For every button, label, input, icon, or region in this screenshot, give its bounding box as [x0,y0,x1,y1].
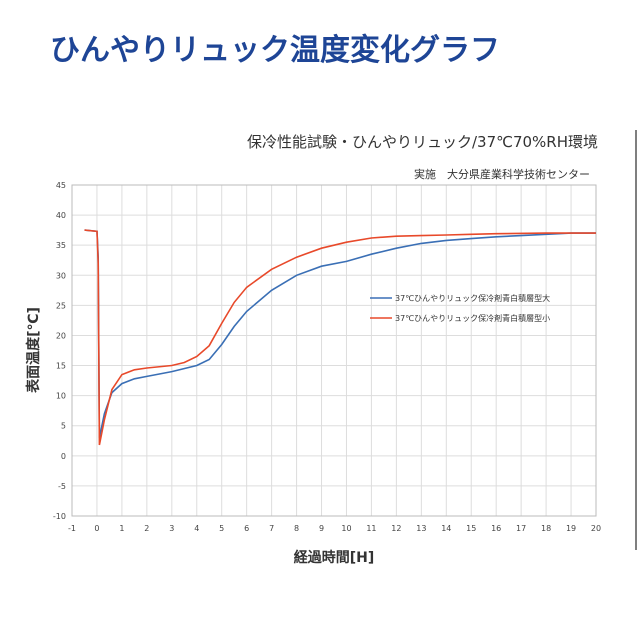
y-tick-label: 10 [56,392,66,401]
y-axis-label: 表面温度[℃] [25,307,42,394]
y-tick-label: 15 [56,362,66,371]
legend-label: 37℃ひんやりリュック保冷剤青白積層型大 [395,293,550,303]
y-tick-label: -5 [58,482,66,491]
x-tick-label: 0 [94,524,99,533]
x-tick-label: 16 [491,524,501,533]
y-tick-label: 25 [56,301,66,310]
x-tick-label: 11 [366,524,376,533]
y-tick-label: 30 [56,271,66,280]
x-tick-label: 12 [391,524,401,533]
x-tick-label: 17 [516,524,526,533]
x-tick-label: 5 [219,524,224,533]
x-tick-label: 3 [169,524,174,533]
x-tick-label: 2 [144,524,149,533]
x-tick-label: 14 [441,524,451,533]
x-tick-label: 20 [591,524,601,533]
y-tick-label: 45 [56,181,66,190]
y-tick-label: 5 [61,422,66,431]
x-tick-label: 6 [244,524,249,533]
plot-frame [71,184,597,517]
x-tick-label: 1 [119,524,124,533]
x-tick-label: 7 [269,524,274,533]
subtitle: 保冷性能試験・ひんやりリュック/37℃70%RH環境 [247,133,598,151]
x-tick-label: 18 [541,524,551,533]
x-tick-label: -1 [68,524,76,533]
line-series [84,229,596,446]
x-tick-label: 8 [294,524,299,533]
note: 実施 大分県産業科学技術センター [414,167,590,181]
line-series [84,229,596,438]
chart-title: ひんやりリュック温度変化グラフ [50,33,500,68]
x-tick-label: 15 [466,524,476,533]
x-axis-label: 経過時間[H] [294,549,375,566]
y-tick-label: 35 [56,241,66,250]
x-tick-label: 4 [194,524,199,533]
y-tick-label: 20 [56,331,66,340]
x-tick-label: 19 [566,524,576,533]
x-tick-label: 10 [341,524,351,533]
y-tick-label: -10 [53,512,66,521]
y-tick-label: 40 [56,211,66,220]
legend-label: 37℃ひんやりリュック保冷剤青白積層型小 [395,313,550,323]
y-tick-label: 0 [61,452,66,461]
x-tick-label: 9 [319,524,324,533]
x-tick-label: 13 [416,524,426,533]
